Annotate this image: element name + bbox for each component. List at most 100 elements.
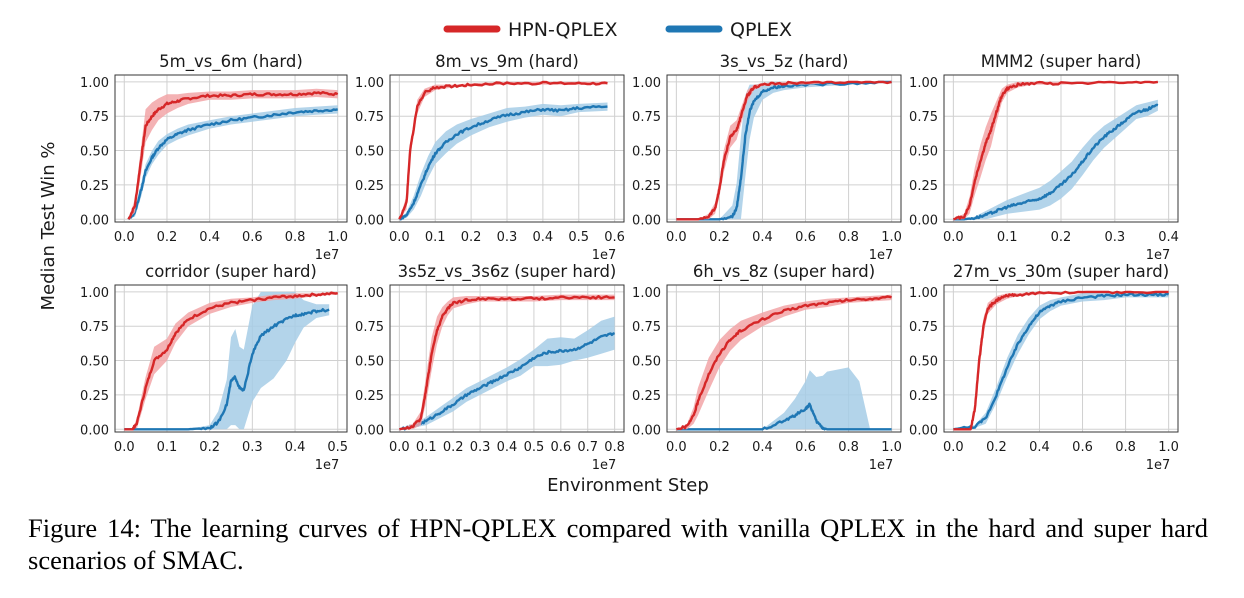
y-tick-label: 0.25 (632, 389, 661, 404)
plot-frame (943, 284, 1179, 433)
series-line-qplex (124, 308, 330, 431)
series-line-hpn-qplex (676, 80, 892, 221)
x-tick-label: 0.0 (666, 230, 687, 245)
band-qplex (953, 99, 1158, 220)
y-tick-label: 0.75 (355, 110, 384, 125)
x-scale-label: 1e7 (1146, 248, 1171, 263)
series-line-hpn-qplex (676, 295, 892, 431)
x-tick-label: 0.6 (242, 230, 263, 245)
x-tick-label: 0.2 (1051, 230, 1072, 245)
x-tick-label: 0.1 (416, 440, 437, 455)
y-tick-label: 0.50 (632, 355, 661, 370)
x-scale-label: 1e7 (592, 248, 617, 263)
x-tick-label: 0.6 (1072, 440, 1093, 455)
y-tick-label: 1.00 (632, 76, 661, 91)
x-scale-label: 1e7 (315, 458, 340, 473)
figure-caption: Figure 14: The learning curves of HPN-QP… (28, 513, 1208, 575)
series-line-hpn-qplex (953, 290, 1169, 431)
y-tick-label: 1.00 (355, 76, 384, 91)
y-tick-label: 0.25 (355, 389, 384, 404)
panel-title: 3s5z_vs_3s6z (super hard) (398, 262, 617, 282)
band-qplex (399, 102, 608, 220)
plot-frame (114, 284, 348, 433)
x-scale-label: 1e7 (592, 458, 617, 473)
y-tick-label: 1.00 (80, 286, 109, 301)
y-tick-label: 0.00 (632, 213, 661, 228)
x-tick-label: 0.0 (389, 440, 410, 455)
band-hpn-qplex (399, 81, 608, 220)
panel-3s-vs-5z-hard: 0.00 0.25 0.50 0.75 1.00 0.0 0.2 0.4 0.6 0.8 1.0 1e… (632, 52, 902, 263)
x-tick-label: 0.8 (604, 440, 625, 455)
x-tick-label: 0.4 (497, 440, 518, 455)
plot-frame (389, 284, 625, 433)
plot-frame (943, 74, 1179, 223)
y-tick-label: 1.00 (355, 286, 384, 301)
y-tick-label: 1.00 (632, 286, 661, 301)
x-tick-label: 0.4 (1029, 440, 1050, 455)
panel-6h-vs-8z-super-hard: 0.00 0.25 0.50 0.75 1.00 0.0 0.2 0.4 0.6 0.8 1.0 1e… (632, 262, 902, 473)
x-tick-label: 0.0 (114, 440, 135, 455)
shared-y-axis-label: Median Test Win % (38, 142, 59, 311)
x-tick-label: 0.6 (795, 230, 816, 245)
y-tick-label: 0.50 (355, 145, 384, 160)
x-tick-label: 0.1 (425, 230, 446, 245)
y-tick-label: 0.50 (80, 355, 109, 370)
y-tick-label: 0.25 (909, 389, 938, 404)
x-tick-label: 1.0 (881, 440, 902, 455)
y-tick-label: 0.25 (632, 179, 661, 194)
panel-mmm2-super-hard: 0.00 0.25 0.50 0.75 1.00 0.0 0.1 0.2 0.3 0.4 1e7 MM… (909, 52, 1179, 263)
y-tick-label: 0.75 (632, 110, 661, 125)
x-tick-label: 0.1 (997, 230, 1018, 245)
series-line-qplex (399, 331, 616, 431)
series-line-hpn-qplex (953, 80, 1159, 221)
series-line-hpn-qplex (123, 291, 338, 431)
band-qplex (676, 367, 892, 430)
x-tick-label: 0.6 (604, 230, 625, 245)
x-tick-label: 0.2 (157, 230, 178, 245)
y-tick-label: 0.50 (355, 355, 384, 370)
panel-title: 8m_vs_9m (hard) (435, 52, 579, 72)
band-qplex (124, 291, 330, 430)
x-tick-label: 0.3 (1104, 230, 1125, 245)
x-tick-label: 0.4 (752, 230, 773, 245)
x-tick-label: 0.2 (199, 440, 220, 455)
legend: HPN-QPLEX QPLEX (443, 19, 792, 41)
x-tick-label: 0.5 (327, 440, 348, 455)
x-tick-label: 0.3 (470, 440, 491, 455)
series-line-qplex (676, 402, 892, 431)
band-hpn-qplex (124, 291, 338, 430)
plot-frame (666, 74, 902, 223)
plot-frame (389, 74, 625, 223)
panel-title: 3s_vs_5z (hard) (720, 52, 849, 72)
panel-title: corridor (super hard) (145, 262, 317, 281)
panel-title: 5m_vs_6m (hard) (159, 52, 303, 72)
y-tick-label: 0.00 (909, 213, 938, 228)
x-tick-label: 0.8 (838, 230, 859, 245)
plot-frame (666, 284, 902, 433)
shared-x-axis-label: Environment Step (547, 475, 709, 496)
x-tick-label: 0.8 (1115, 440, 1136, 455)
y-tick-label: 0.25 (80, 179, 109, 194)
series-line-qplex (953, 103, 1159, 221)
plot-area (666, 74, 902, 223)
x-tick-label: 0.4 (533, 230, 554, 245)
panel-title: 27m_vs_30m (super hard) (953, 262, 1169, 282)
legend-label-hpn-qplex: HPN-QPLEX (508, 19, 618, 41)
y-tick-label: 0.00 (355, 423, 384, 438)
series-line-hpn-qplex (399, 295, 615, 431)
x-tick-label: 0.8 (285, 230, 306, 245)
panel-27m-vs-30m-super-hard: 0.00 0.25 0.50 0.75 1.00 0.0 0.2 0.4 0.6 0.8 1.0 1e… (909, 262, 1179, 473)
y-tick-label: 0.00 (80, 213, 109, 228)
y-tick-label: 0.75 (80, 110, 109, 125)
y-tick-label: 0.25 (355, 179, 384, 194)
y-tick-label: 1.00 (80, 76, 109, 91)
panel-title: 6h_vs_8z (super hard) (693, 262, 875, 282)
x-tick-label: 0.2 (709, 230, 730, 245)
y-tick-label: 0.75 (355, 320, 384, 335)
panel-5m-vs-6m-hard: 0.00 0.25 0.50 0.75 1.00 0.0 0.2 0.4 0.6 0.8 1.0 1e… (80, 52, 348, 263)
x-scale-label: 1e7 (869, 248, 894, 263)
y-tick-label: 0.00 (909, 423, 938, 438)
y-tick-label: 0.75 (80, 320, 109, 335)
series-line-qplex (953, 292, 1170, 431)
x-scale-label: 1e7 (315, 248, 340, 263)
